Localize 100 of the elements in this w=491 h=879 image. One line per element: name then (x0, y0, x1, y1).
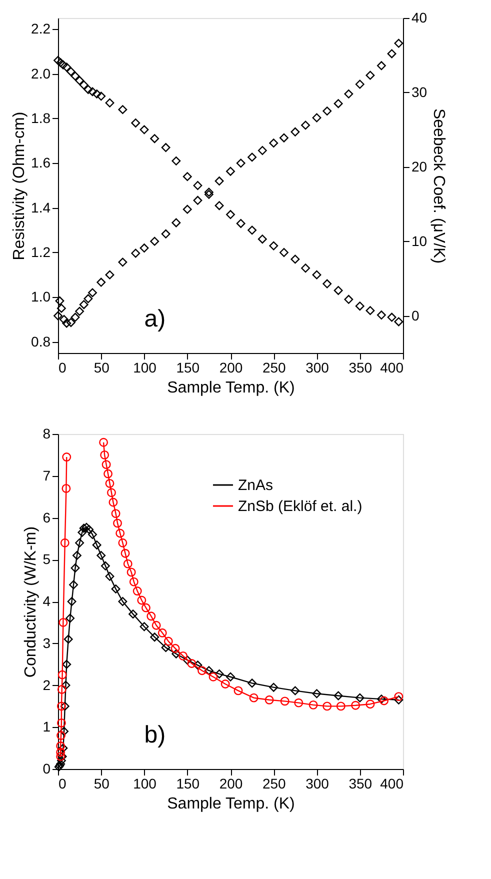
point (79, 524, 88, 533)
point (182, 204, 192, 214)
point (170, 644, 180, 653)
point (280, 696, 290, 706)
point (248, 226, 257, 235)
point (269, 241, 278, 250)
point (312, 113, 322, 122)
point (334, 691, 343, 700)
point (62, 318, 72, 328)
point (366, 700, 375, 709)
point (84, 525, 94, 534)
point (92, 540, 102, 550)
point (116, 528, 125, 538)
y-tick-label: 1 (42, 718, 51, 735)
x-tick-label: 400 (380, 776, 404, 792)
point (58, 618, 68, 627)
point (82, 522, 91, 532)
y-tick-label: 1.2 (31, 244, 51, 260)
point (236, 218, 246, 228)
point (70, 312, 80, 322)
point (387, 49, 396, 58)
point (56, 718, 66, 728)
point (66, 318, 76, 327)
point (75, 538, 84, 548)
point (70, 72, 80, 81)
point (96, 550, 106, 560)
point (334, 286, 343, 295)
point (142, 603, 150, 612)
point (150, 236, 160, 246)
point (72, 550, 82, 560)
point (269, 682, 278, 692)
point (193, 181, 202, 190)
point (99, 438, 108, 447)
x-tick-label: 0 (58, 360, 66, 376)
point (161, 643, 170, 652)
point (111, 509, 120, 518)
x-axis-title: Sample Temp. (K) (167, 380, 295, 396)
point (118, 258, 128, 267)
point (220, 680, 230, 688)
point (123, 559, 132, 568)
point (60, 726, 69, 736)
point (394, 692, 404, 702)
point (376, 310, 386, 320)
y-axis-title: Conductivity (W/K-m) (22, 526, 40, 678)
point (150, 134, 160, 144)
point (214, 201, 224, 210)
point (57, 684, 66, 694)
point (234, 686, 243, 696)
point (118, 538, 128, 548)
point (344, 89, 354, 98)
point (105, 270, 114, 280)
point (132, 586, 142, 596)
point (290, 254, 300, 264)
y-tick-label: 2.2 (31, 20, 51, 37)
y-tick-label: 2 (42, 676, 51, 693)
point (204, 188, 214, 197)
point (88, 288, 97, 298)
point (140, 622, 149, 632)
point (56, 304, 66, 313)
point (56, 731, 66, 740)
point (96, 278, 106, 287)
point (193, 660, 202, 670)
point (62, 62, 72, 72)
y-tick-label: 0 (42, 760, 51, 776)
y-tick-label: 4 (42, 593, 51, 609)
point (226, 166, 235, 176)
annotation: b) (144, 722, 166, 748)
y2-tick-label: 20 (412, 158, 428, 174)
point (336, 702, 346, 711)
point (118, 597, 128, 606)
point (66, 614, 75, 623)
point (366, 70, 375, 80)
point (355, 302, 364, 311)
point (158, 628, 167, 638)
point (164, 636, 173, 646)
point (67, 597, 76, 606)
point (355, 80, 364, 89)
point (334, 99, 343, 108)
point (128, 610, 138, 619)
y-tick-label: 5 (42, 551, 51, 568)
point (84, 294, 93, 304)
point (355, 693, 364, 702)
point (62, 452, 72, 462)
x-tick-label: 150 (176, 360, 200, 376)
point (107, 488, 116, 498)
point (226, 210, 235, 220)
point (312, 270, 322, 280)
point (118, 105, 128, 114)
point (208, 672, 218, 682)
x-tick-label: 250 (262, 776, 286, 792)
point (322, 106, 332, 116)
y-tick-label: 6 (42, 509, 51, 526)
y2-tick-label: 0 (412, 307, 420, 324)
point (140, 125, 149, 134)
point (126, 568, 136, 577)
point (308, 700, 318, 710)
point (322, 279, 332, 288)
y2-tick-label: 40 (412, 10, 428, 26)
point (301, 120, 310, 130)
y-tick-label: 8 (42, 426, 51, 442)
